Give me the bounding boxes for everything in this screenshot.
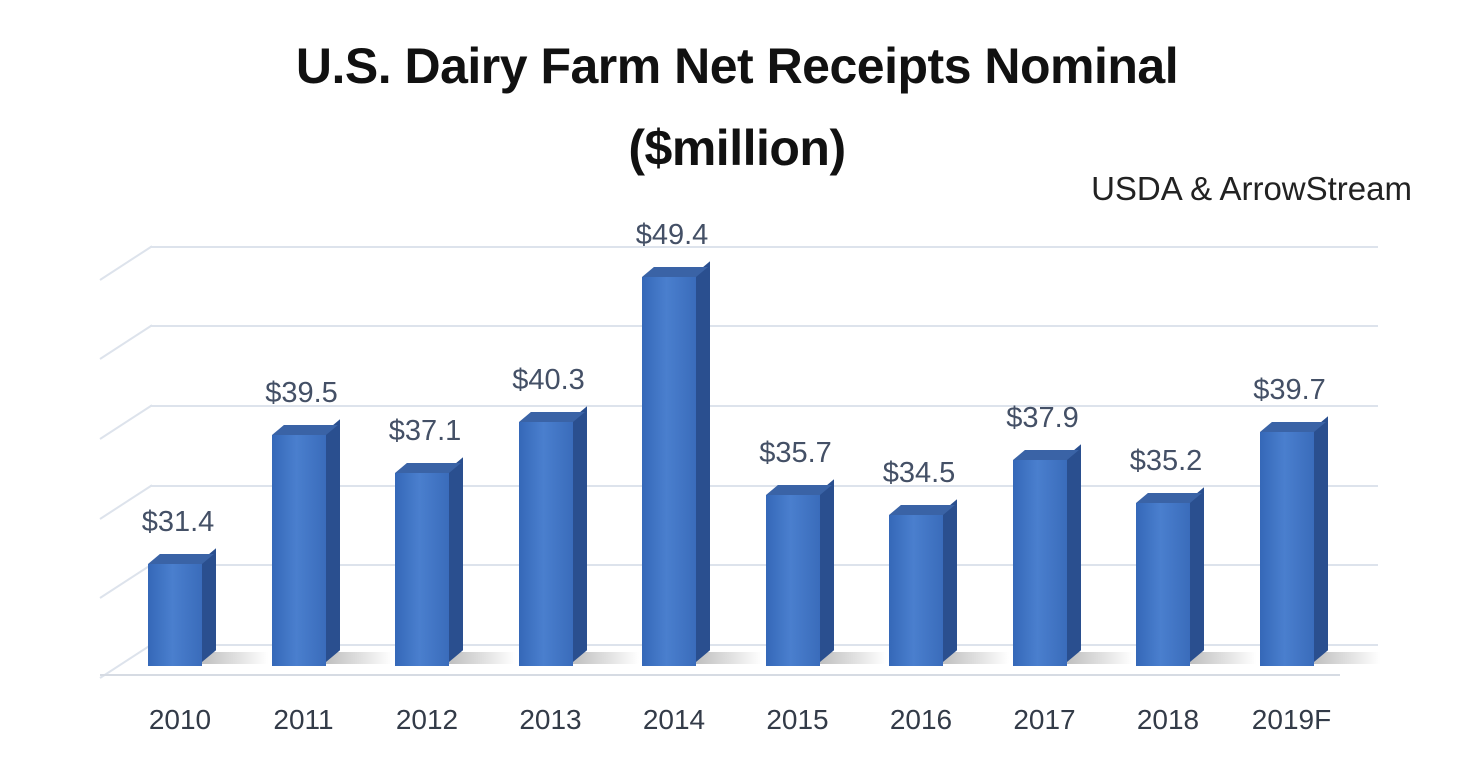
data-label: $39.7 bbox=[1253, 373, 1326, 406]
bar-shadow bbox=[1186, 652, 1256, 664]
data-label: $35.2 bbox=[1129, 445, 1203, 478]
bar-shadow bbox=[1309, 652, 1380, 664]
bar-2012 bbox=[395, 457, 465, 666]
bar-2019F bbox=[1259, 415, 1330, 666]
gridline-depth bbox=[99, 563, 153, 600]
source-note: USDA & ArrowStream bbox=[1091, 170, 1412, 207]
gridline bbox=[150, 404, 1378, 407]
gridline bbox=[150, 484, 1378, 487]
x-tick-label: 2018 bbox=[1136, 704, 1200, 735]
gridline bbox=[150, 325, 1378, 328]
bar-front bbox=[765, 495, 820, 666]
bar-shadow bbox=[445, 652, 515, 664]
data-label: $39.5 bbox=[265, 376, 338, 409]
bar-shadow bbox=[815, 652, 886, 664]
bar-2017 bbox=[1012, 444, 1083, 666]
x-tick-label: 2019F bbox=[1251, 704, 1332, 735]
floor-line bbox=[100, 674, 1340, 676]
bar-shadow bbox=[692, 652, 762, 664]
bar-front bbox=[889, 514, 943, 666]
data-label: $31.4 bbox=[141, 505, 215, 538]
gridline-depth bbox=[99, 404, 153, 440]
data-label: $35.7 bbox=[759, 437, 832, 470]
bar-shadow bbox=[1062, 652, 1133, 664]
bar-2013 bbox=[518, 406, 589, 666]
bar-2015 bbox=[765, 479, 836, 666]
bar-side bbox=[943, 498, 957, 662]
x-tick-label: 2013 bbox=[519, 704, 582, 735]
bar-shadow bbox=[939, 652, 1009, 664]
gridline bbox=[150, 564, 1378, 567]
bar-side bbox=[1190, 487, 1204, 662]
gridline-depth bbox=[99, 244, 153, 281]
bar-side bbox=[696, 261, 710, 662]
bar-2014 bbox=[642, 261, 712, 666]
data-label: $34.5 bbox=[882, 456, 956, 489]
gridline-depth bbox=[99, 324, 153, 361]
x-tick-label: 2014 bbox=[642, 704, 706, 735]
bar-2011 bbox=[271, 419, 342, 666]
bar-side bbox=[202, 548, 216, 662]
bar-front bbox=[395, 473, 449, 666]
bar-front bbox=[642, 277, 696, 666]
bar-top bbox=[1259, 421, 1326, 432]
bar-front bbox=[148, 563, 202, 666]
gridline bbox=[150, 644, 1378, 646]
chart-title-line-2: ($million) bbox=[628, 120, 846, 176]
bar-2016 bbox=[889, 498, 959, 666]
bar-side bbox=[1313, 415, 1328, 662]
bar-top bbox=[271, 424, 338, 435]
x-tick-label: 2017 bbox=[1013, 704, 1076, 735]
bar-2018 bbox=[1136, 487, 1206, 666]
x-tick-label: 2010 bbox=[148, 704, 212, 735]
bar-side bbox=[572, 406, 587, 662]
data-label: $49.4 bbox=[635, 219, 709, 252]
bar-shadow bbox=[198, 652, 268, 664]
bar-side bbox=[1066, 444, 1081, 662]
x-tick-label: 2012 bbox=[395, 704, 459, 735]
bar-side bbox=[325, 419, 340, 662]
bar-front bbox=[271, 434, 326, 666]
bar-shadow bbox=[321, 652, 392, 664]
chart-title-line-1: U.S. Dairy Farm Net Receipts Nominal bbox=[295, 38, 1179, 94]
bar-shadow bbox=[568, 652, 639, 664]
data-label: $37.1 bbox=[388, 415, 462, 448]
bar-top bbox=[518, 412, 585, 423]
bar-front bbox=[1136, 503, 1190, 666]
bar-2010 bbox=[148, 548, 218, 666]
x-tick-label: 2016 bbox=[889, 704, 953, 735]
data-label: $37.9 bbox=[1006, 402, 1079, 435]
bar-side bbox=[449, 457, 463, 662]
bar-front bbox=[1012, 460, 1067, 666]
bar-top bbox=[889, 504, 955, 515]
x-tick-label: 2015 bbox=[766, 704, 829, 735]
bar-front bbox=[1259, 431, 1314, 666]
data-label: $40.3 bbox=[512, 364, 585, 397]
gridline bbox=[150, 245, 1378, 248]
bar-side bbox=[819, 479, 834, 662]
bar-front bbox=[518, 422, 573, 666]
x-tick-label: 2011 bbox=[273, 704, 334, 735]
